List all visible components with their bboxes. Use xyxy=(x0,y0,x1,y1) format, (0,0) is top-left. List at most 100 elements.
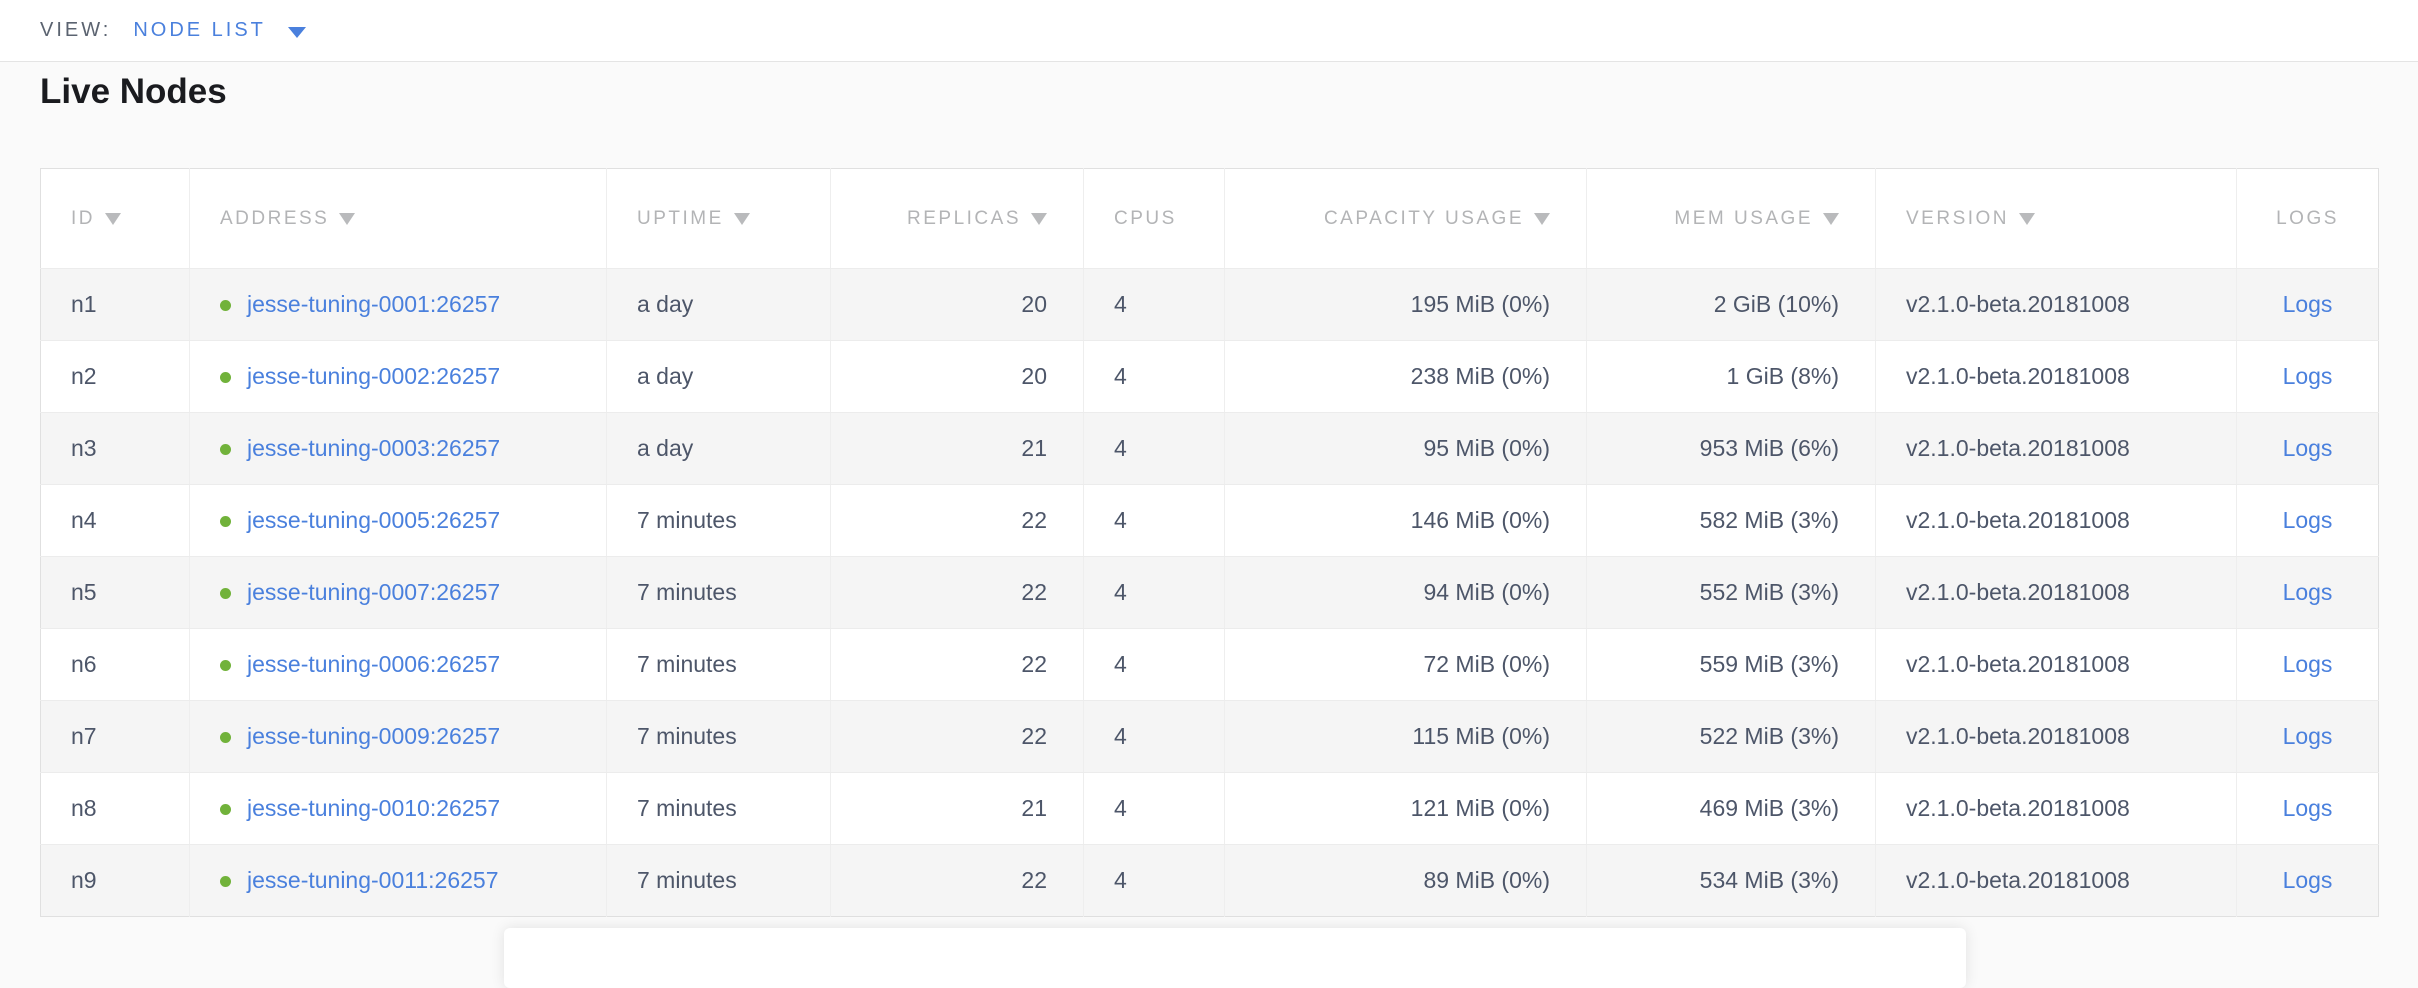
address-link[interactable]: jesse-tuning-0003:26257 xyxy=(247,435,501,461)
cell-address: jesse-tuning-0009:26257 xyxy=(189,700,607,773)
cell-uptime: 7 minutes xyxy=(606,844,831,917)
address-link[interactable]: jesse-tuning-0005:26257 xyxy=(247,507,501,533)
cell-mem: 559 MiB (3%) xyxy=(1586,628,1876,701)
address-link[interactable]: jesse-tuning-0002:26257 xyxy=(247,363,501,389)
cell-id: n7 xyxy=(40,700,190,773)
column-header-label: CPUS xyxy=(1114,207,1177,229)
cell-version: v2.1.0-beta.20181008 xyxy=(1875,700,2237,773)
cell-id: n5 xyxy=(40,556,190,629)
cell-id: n3 xyxy=(40,412,190,485)
cell-mem: 522 MiB (3%) xyxy=(1586,700,1876,773)
node-row-n7: n7 jesse-tuning-0009:26257 7 minutes 22 4 115… xyxy=(40,700,2379,773)
sort-arrow-icon xyxy=(1534,212,1550,225)
live-status-dot-icon xyxy=(220,588,231,599)
cell-capacity: 94 MiB (0%) xyxy=(1224,556,1587,629)
cell-address: jesse-tuning-0002:26257 xyxy=(189,340,607,413)
address-link[interactable]: jesse-tuning-0010:26257 xyxy=(247,795,501,821)
cell-uptime: a day xyxy=(606,268,831,341)
view-selector-dropdown[interactable]: NODE LIST xyxy=(133,19,306,42)
address-link[interactable]: jesse-tuning-0007:26257 xyxy=(247,579,501,605)
cell-replicas: 22 xyxy=(830,556,1084,629)
cell-uptime: 7 minutes xyxy=(606,628,831,701)
logs-link[interactable]: Logs xyxy=(2282,579,2333,605)
cell-id: n2 xyxy=(40,340,190,413)
node-row-n2: n2 jesse-tuning-0002:26257 a day 20 4 238 MiB… xyxy=(40,340,2379,413)
cell-id: n9 xyxy=(40,844,190,917)
view-label: VIEW: xyxy=(40,19,112,41)
cell-uptime: 7 minutes xyxy=(606,700,831,773)
cell-cpus: 4 xyxy=(1083,628,1225,701)
column-header-logs: LOGS xyxy=(2236,168,2379,269)
column-header-uptime[interactable]: UPTIME xyxy=(606,168,831,269)
live-status-dot-icon xyxy=(220,804,231,815)
cell-cpus: 4 xyxy=(1083,484,1225,557)
logs-link[interactable]: Logs xyxy=(2282,795,2333,821)
cell-replicas: 20 xyxy=(830,268,1084,341)
cell-address: jesse-tuning-0010:26257 xyxy=(189,772,607,845)
cell-replicas: 22 xyxy=(830,844,1084,917)
cell-mem: 552 MiB (3%) xyxy=(1586,556,1876,629)
node-row-n1: n1 jesse-tuning-0001:26257 a day 20 4 195 MiB… xyxy=(40,268,2379,341)
node-row-n4: n4 jesse-tuning-0005:26257 7 minutes 22 4 146… xyxy=(40,484,2379,557)
sort-arrow-icon xyxy=(2019,212,2036,225)
cell-version: v2.1.0-beta.20181008 xyxy=(1875,340,2237,413)
cell-replicas: 22 xyxy=(830,484,1084,557)
column-header-replicas[interactable]: REPLICAS xyxy=(830,168,1084,269)
view-selected-value: NODE LIST xyxy=(133,19,266,41)
column-header-label: ID xyxy=(71,207,95,229)
cell-uptime: 7 minutes xyxy=(606,772,831,845)
cell-logs: Logs xyxy=(2236,484,2379,557)
cell-address: jesse-tuning-0007:26257 xyxy=(189,556,607,629)
cell-cpus: 4 xyxy=(1083,340,1225,413)
chevron-down-icon xyxy=(287,26,306,38)
address-link[interactable]: jesse-tuning-0011:26257 xyxy=(247,867,499,893)
address-link[interactable]: jesse-tuning-0001:26257 xyxy=(247,291,501,317)
cell-uptime: a day xyxy=(606,340,831,413)
logs-link[interactable]: Logs xyxy=(2282,435,2333,461)
cell-logs: Logs xyxy=(2236,268,2379,341)
cell-mem: 953 MiB (6%) xyxy=(1586,412,1876,485)
cell-address: jesse-tuning-0003:26257 xyxy=(189,412,607,485)
cell-mem: 582 MiB (3%) xyxy=(1586,484,1876,557)
cell-address: jesse-tuning-0001:26257 xyxy=(189,268,607,341)
column-header-address[interactable]: ADDRESS xyxy=(189,168,607,269)
cell-logs: Logs xyxy=(2236,628,2379,701)
column-header-cpus: CPUS xyxy=(1083,168,1225,269)
logs-link[interactable]: Logs xyxy=(2282,363,2333,389)
sort-arrow-icon xyxy=(733,212,750,225)
cell-logs: Logs xyxy=(2236,844,2379,917)
cell-cpus: 4 xyxy=(1083,700,1225,773)
sort-arrow-icon xyxy=(1031,212,1047,225)
column-header-id[interactable]: ID xyxy=(40,168,190,269)
node-row-n9: n9 jesse-tuning-0011:26257 7 minutes 22 4 89 … xyxy=(40,844,2379,917)
cell-id: n1 xyxy=(40,268,190,341)
node-row-n8: n8 jesse-tuning-0010:26257 7 minutes 21 4 121… xyxy=(40,772,2379,845)
logs-link[interactable]: Logs xyxy=(2282,651,2333,677)
cell-version: v2.1.0-beta.20181008 xyxy=(1875,556,2237,629)
cell-id: n4 xyxy=(40,484,190,557)
address-link[interactable]: jesse-tuning-0006:26257 xyxy=(247,651,501,677)
cell-cpus: 4 xyxy=(1083,268,1225,341)
cell-replicas: 22 xyxy=(830,628,1084,701)
logs-link[interactable]: Logs xyxy=(2282,507,2333,533)
cell-version: v2.1.0-beta.20181008 xyxy=(1875,844,2237,917)
sort-arrow-icon xyxy=(105,212,121,225)
logs-link[interactable]: Logs xyxy=(2282,291,2333,317)
live-status-dot-icon xyxy=(220,444,231,455)
table-header: ID ADDRESS UPTIME REPLICAS CPUS CAPACITY USAG… xyxy=(40,168,2379,269)
column-header-capacity[interactable]: CAPACITY USAGE xyxy=(1224,168,1587,269)
cell-replicas: 20 xyxy=(830,340,1084,413)
cell-version: v2.1.0-beta.20181008 xyxy=(1875,412,2237,485)
column-header-mem[interactable]: MEM USAGE xyxy=(1586,168,1876,269)
table-body: n1 jesse-tuning-0001:26257 a day 20 4 195 MiB… xyxy=(40,268,2379,917)
cell-logs: Logs xyxy=(2236,556,2379,629)
live-status-dot-icon xyxy=(220,372,231,383)
address-link[interactable]: jesse-tuning-0009:26257 xyxy=(247,723,501,749)
live-status-dot-icon xyxy=(220,516,231,527)
logs-link[interactable]: Logs xyxy=(2282,867,2333,893)
cell-capacity: 121 MiB (0%) xyxy=(1224,772,1587,845)
table-header-row: ID ADDRESS UPTIME REPLICAS CPUS CAPACITY USAG… xyxy=(40,168,2379,269)
logs-link[interactable]: Logs xyxy=(2282,723,2333,749)
column-header-version[interactable]: VERSION xyxy=(1875,168,2237,269)
cell-logs: Logs xyxy=(2236,700,2379,773)
